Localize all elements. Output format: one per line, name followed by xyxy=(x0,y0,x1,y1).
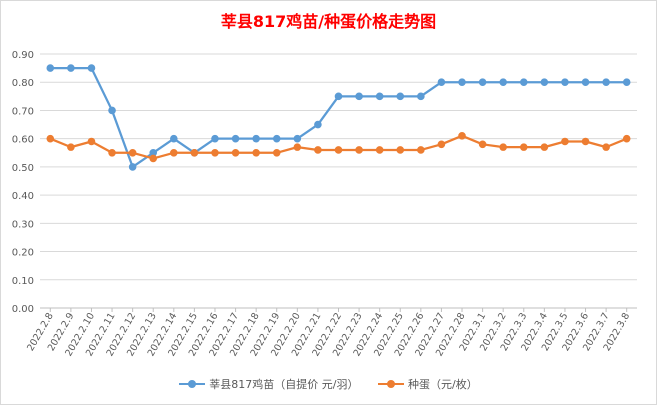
y-tick-label: 0.40 xyxy=(12,191,34,202)
legend-swatch-egg xyxy=(377,379,404,389)
egg-price-point xyxy=(46,134,55,143)
egg-price-point xyxy=(396,146,405,154)
chick-price-point xyxy=(375,92,384,101)
egg-price-point xyxy=(128,148,137,157)
y-tick-label: 0.70 xyxy=(12,106,34,117)
y-tick-label: 0.00 xyxy=(12,304,34,315)
legend-swatch-chick xyxy=(179,379,206,389)
egg-price-point xyxy=(293,143,302,151)
egg-price-point xyxy=(272,148,281,157)
legend-label-egg: 种蛋（元/枚） xyxy=(407,378,478,391)
y-axis-tick-labels: 0.00 0.10 0.20 0.30 0.40 0.50 0.60 0.70 0.80 0.90 xyxy=(12,50,34,315)
egg-price-point xyxy=(190,148,199,157)
y-tick-label: 0.60 xyxy=(12,135,34,146)
chick-price-point xyxy=(519,78,528,87)
chick-price-point xyxy=(272,134,281,143)
egg-price-point xyxy=(499,143,507,151)
egg-price-point xyxy=(334,146,343,154)
legend-marker-chick xyxy=(188,380,197,388)
chick-price-point xyxy=(170,134,178,143)
egg-price-point xyxy=(561,137,569,146)
egg-price-point xyxy=(375,146,384,154)
chick-price-point xyxy=(67,64,75,72)
x-axis-tick-labels: 2022.2.82022.2.92022.2.102022.2.112022.2… xyxy=(25,311,632,358)
egg-price-point xyxy=(622,134,631,143)
chick-price-point xyxy=(128,163,137,171)
legend-label-chick: 莘县817鸡苗（自提价 元/羽） xyxy=(209,378,359,391)
chick-price-point xyxy=(396,92,405,101)
chick-price-point xyxy=(355,92,363,101)
chick-price-point xyxy=(87,64,96,72)
egg-price-point xyxy=(437,140,446,149)
gridlines xyxy=(40,53,637,312)
chick-price-point xyxy=(478,78,487,87)
legend-marker-egg xyxy=(386,380,395,388)
chick-price-point xyxy=(334,92,343,101)
chick-price-point xyxy=(46,64,55,72)
chick-price-point xyxy=(314,120,322,129)
chick-price-point xyxy=(622,78,631,87)
egg-price-point xyxy=(108,148,116,157)
egg-price-point xyxy=(252,148,260,157)
chart-title: 莘县817鸡苗/种蛋价格走势图 xyxy=(220,12,437,31)
series-group xyxy=(46,64,631,171)
chick-price-point xyxy=(231,134,240,143)
chick-price-point xyxy=(252,134,260,143)
egg-price-point xyxy=(540,143,549,151)
chick-price-point xyxy=(108,106,116,115)
chick-price-point xyxy=(417,92,425,101)
legend-item-chick: 莘县817鸡苗（自提价 元/羽） xyxy=(179,376,358,392)
egg-price-point xyxy=(211,148,219,157)
chick-price-point xyxy=(293,134,302,143)
chick-price-point xyxy=(499,78,507,87)
y-tick-label: 0.30 xyxy=(12,219,34,230)
egg-price-point xyxy=(581,137,590,146)
legend: 莘县817鸡苗（自提价 元/羽） 种蛋（元/枚） xyxy=(0,376,657,392)
chick-price-point xyxy=(581,78,590,87)
egg-price-point xyxy=(314,146,322,154)
chick-price-point xyxy=(602,78,610,87)
egg-price-point xyxy=(602,143,610,151)
egg-price-point xyxy=(519,143,528,151)
egg-price-point xyxy=(478,140,487,149)
chick-price-point xyxy=(561,78,569,87)
y-tick-label: 0.20 xyxy=(12,248,34,259)
egg-price-point xyxy=(87,137,96,146)
y-tick-label: 0.90 xyxy=(12,50,34,61)
y-tick-label: 0.80 xyxy=(12,78,34,89)
y-tick-label: 0.50 xyxy=(12,163,34,174)
chick-price-point xyxy=(458,78,466,87)
egg-price-point xyxy=(458,132,466,140)
egg-price-point xyxy=(170,148,178,157)
egg-price-point xyxy=(149,154,158,163)
egg-price-point xyxy=(231,148,240,157)
y-tick-label: 0.10 xyxy=(12,276,34,287)
legend-item-egg: 种蛋（元/枚） xyxy=(377,376,478,392)
egg-price-point xyxy=(67,143,75,151)
chick-price-point xyxy=(211,134,219,143)
egg-price-point xyxy=(417,146,425,154)
chick-price-point xyxy=(437,78,446,87)
chick-price-point xyxy=(540,78,549,87)
egg-price-point xyxy=(355,146,363,154)
